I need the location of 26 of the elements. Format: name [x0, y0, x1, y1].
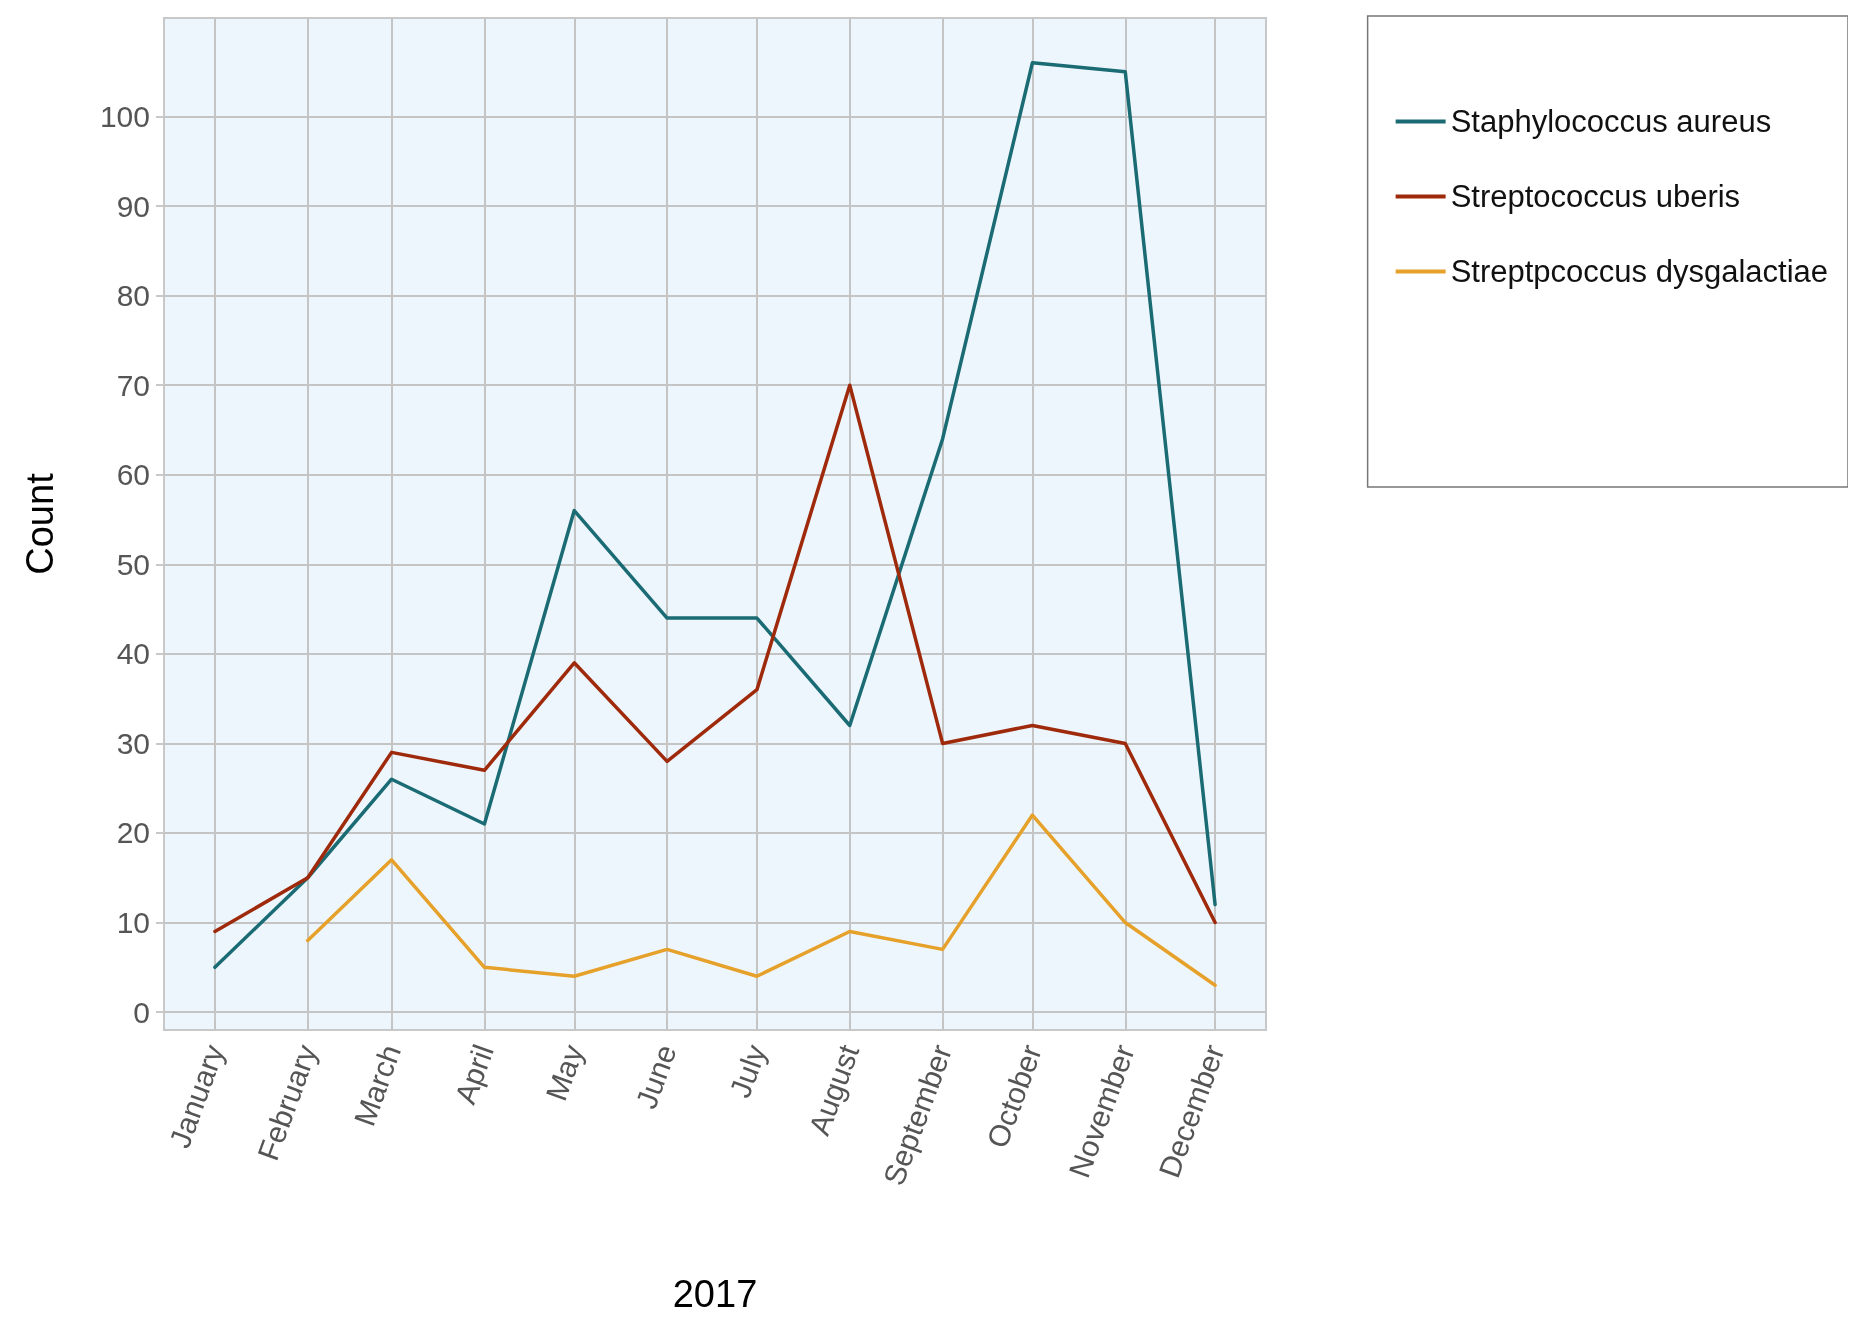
legend-label: Streptpcoccus dysgalactiae [1450, 254, 1828, 289]
line-series [213, 61, 1217, 970]
line-series [213, 383, 1217, 934]
y-tick-label: 60 [116, 458, 150, 492]
y-tick-label: 40 [116, 637, 150, 671]
y-tick-label: 0 [133, 995, 150, 1029]
x-tick-label: April [448, 1040, 500, 1109]
legend-label: Staphylococcus aureus [1450, 104, 1772, 139]
x-axis-title: 2017 [672, 1273, 758, 1315]
y-tick-label: 100 [99, 100, 150, 134]
legend-label: Streptococcus uberis [1450, 179, 1741, 214]
y-tick-label: 90 [116, 189, 150, 223]
x-tick-label: August [802, 1039, 866, 1140]
x-tick-label: March [347, 1040, 408, 1130]
x-tick-label: May [539, 1040, 590, 1105]
y-tick-label: 50 [116, 547, 150, 581]
y-tick-label: 10 [116, 906, 150, 940]
y-tick-label: 70 [116, 368, 150, 402]
line-series [305, 813, 1217, 987]
x-tick-label: June [629, 1040, 683, 1113]
y-axis-title: Count [19, 472, 61, 575]
x-tick-label: October [980, 1040, 1048, 1152]
y-tick-label: 30 [116, 726, 150, 760]
y-tick-label: 80 [116, 279, 150, 313]
y-tick-label: 20 [116, 816, 150, 850]
x-tick-label: July [723, 1040, 773, 1102]
